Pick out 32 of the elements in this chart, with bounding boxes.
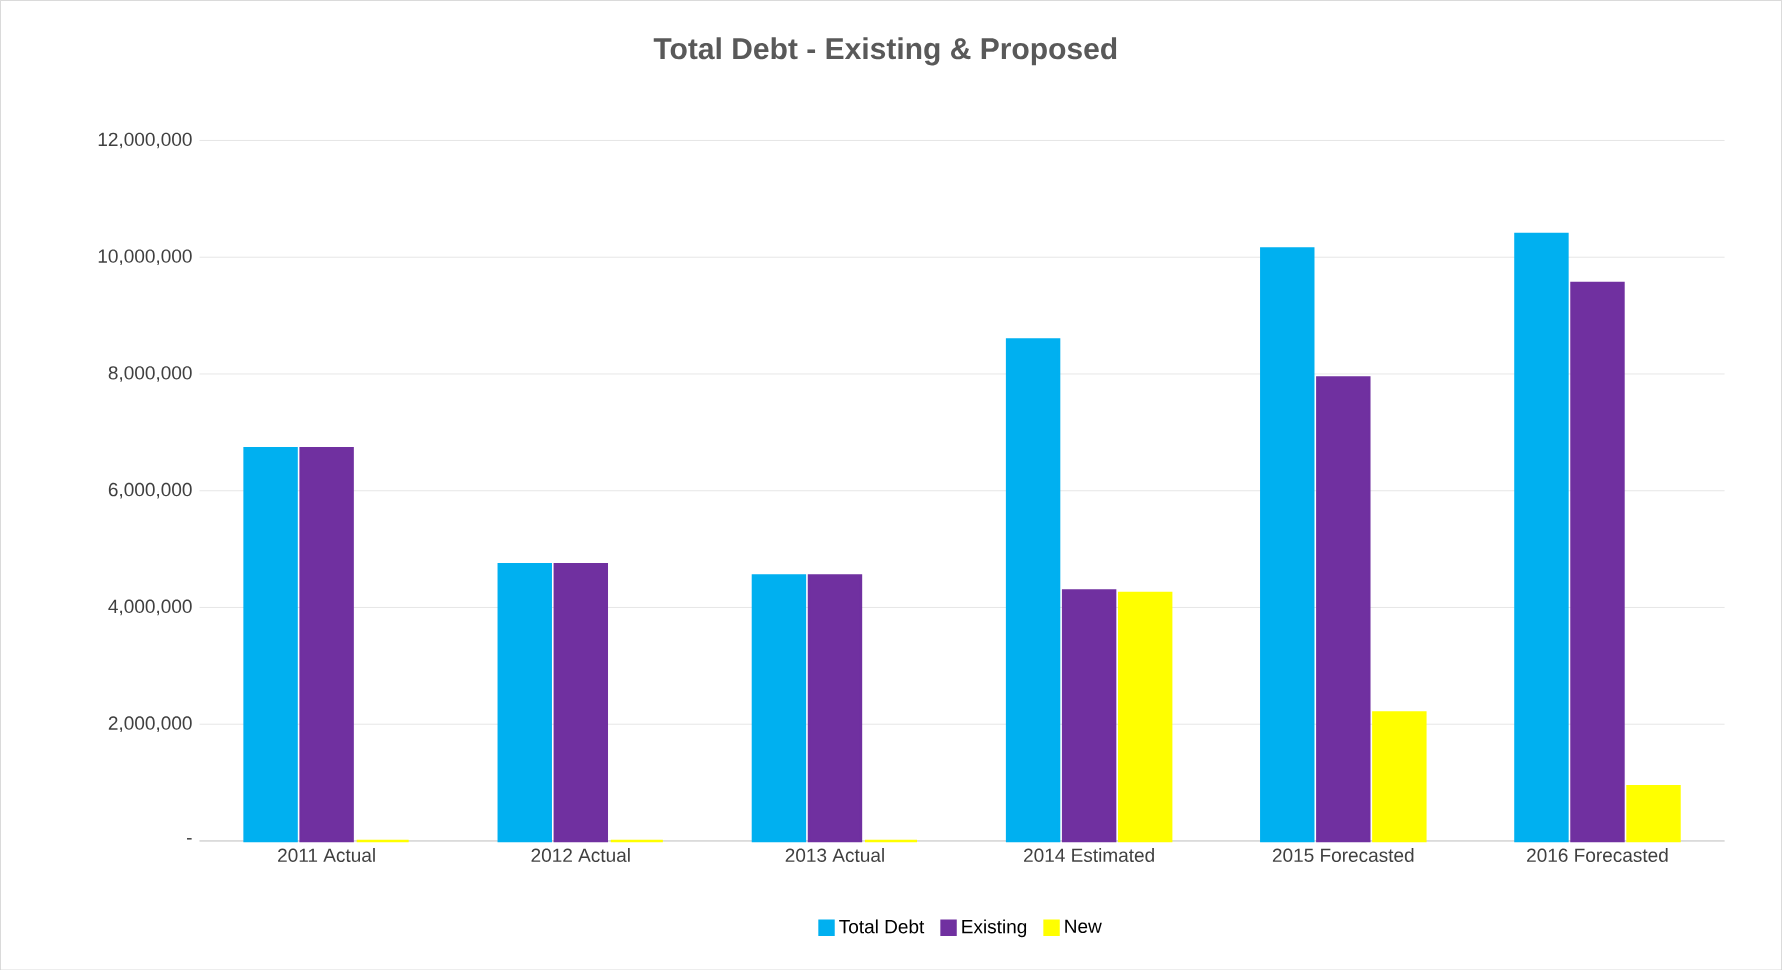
- y-tick-label: 12,000,000: [98, 132, 192, 149]
- legend-label: Total Debt: [839, 919, 925, 934]
- bar: [497, 562, 552, 842]
- y-tick-label: 10,000,000: [98, 249, 192, 265]
- x-tick-label: 2013 Actual: [785, 847, 884, 862]
- bar: [1626, 784, 1681, 842]
- y-tick-label: 2,000,000: [108, 716, 192, 732]
- bar: [1117, 591, 1173, 842]
- x-tick-label: 2016 Forecasted: [1527, 847, 1668, 862]
- legend-label: Existing: [962, 919, 1027, 937]
- bar: [553, 562, 609, 842]
- bar: [1316, 376, 1371, 842]
- x-tick-label: 2015 Forecasted: [1272, 847, 1414, 862]
- y-tick-label: 8,000,000: [108, 365, 192, 382]
- bar: [807, 573, 863, 842]
- bar: [299, 446, 354, 842]
- y-tick-label: 6,000,000: [108, 482, 192, 499]
- bar: [1372, 711, 1427, 842]
- bar: [1005, 338, 1061, 842]
- legend-label: New: [1065, 919, 1102, 933]
- x-tick-label: 2012 Actual: [531, 847, 630, 862]
- bar: [243, 446, 298, 842]
- x-tick-label: 2014 Estimated: [1024, 847, 1154, 862]
- y-tick-label: 4,000,000: [108, 599, 192, 616]
- bar: [1570, 281, 1625, 842]
- chart-title: Total Debt - Existing & Proposed: [653, 37, 1117, 66]
- bar: [751, 573, 807, 842]
- bar: [1061, 589, 1117, 842]
- bar: [1260, 247, 1315, 842]
- y-tick-label: -: [186, 837, 192, 840]
- x-tick-label: 2011 Actual: [278, 847, 375, 862]
- bar: [1514, 232, 1569, 842]
